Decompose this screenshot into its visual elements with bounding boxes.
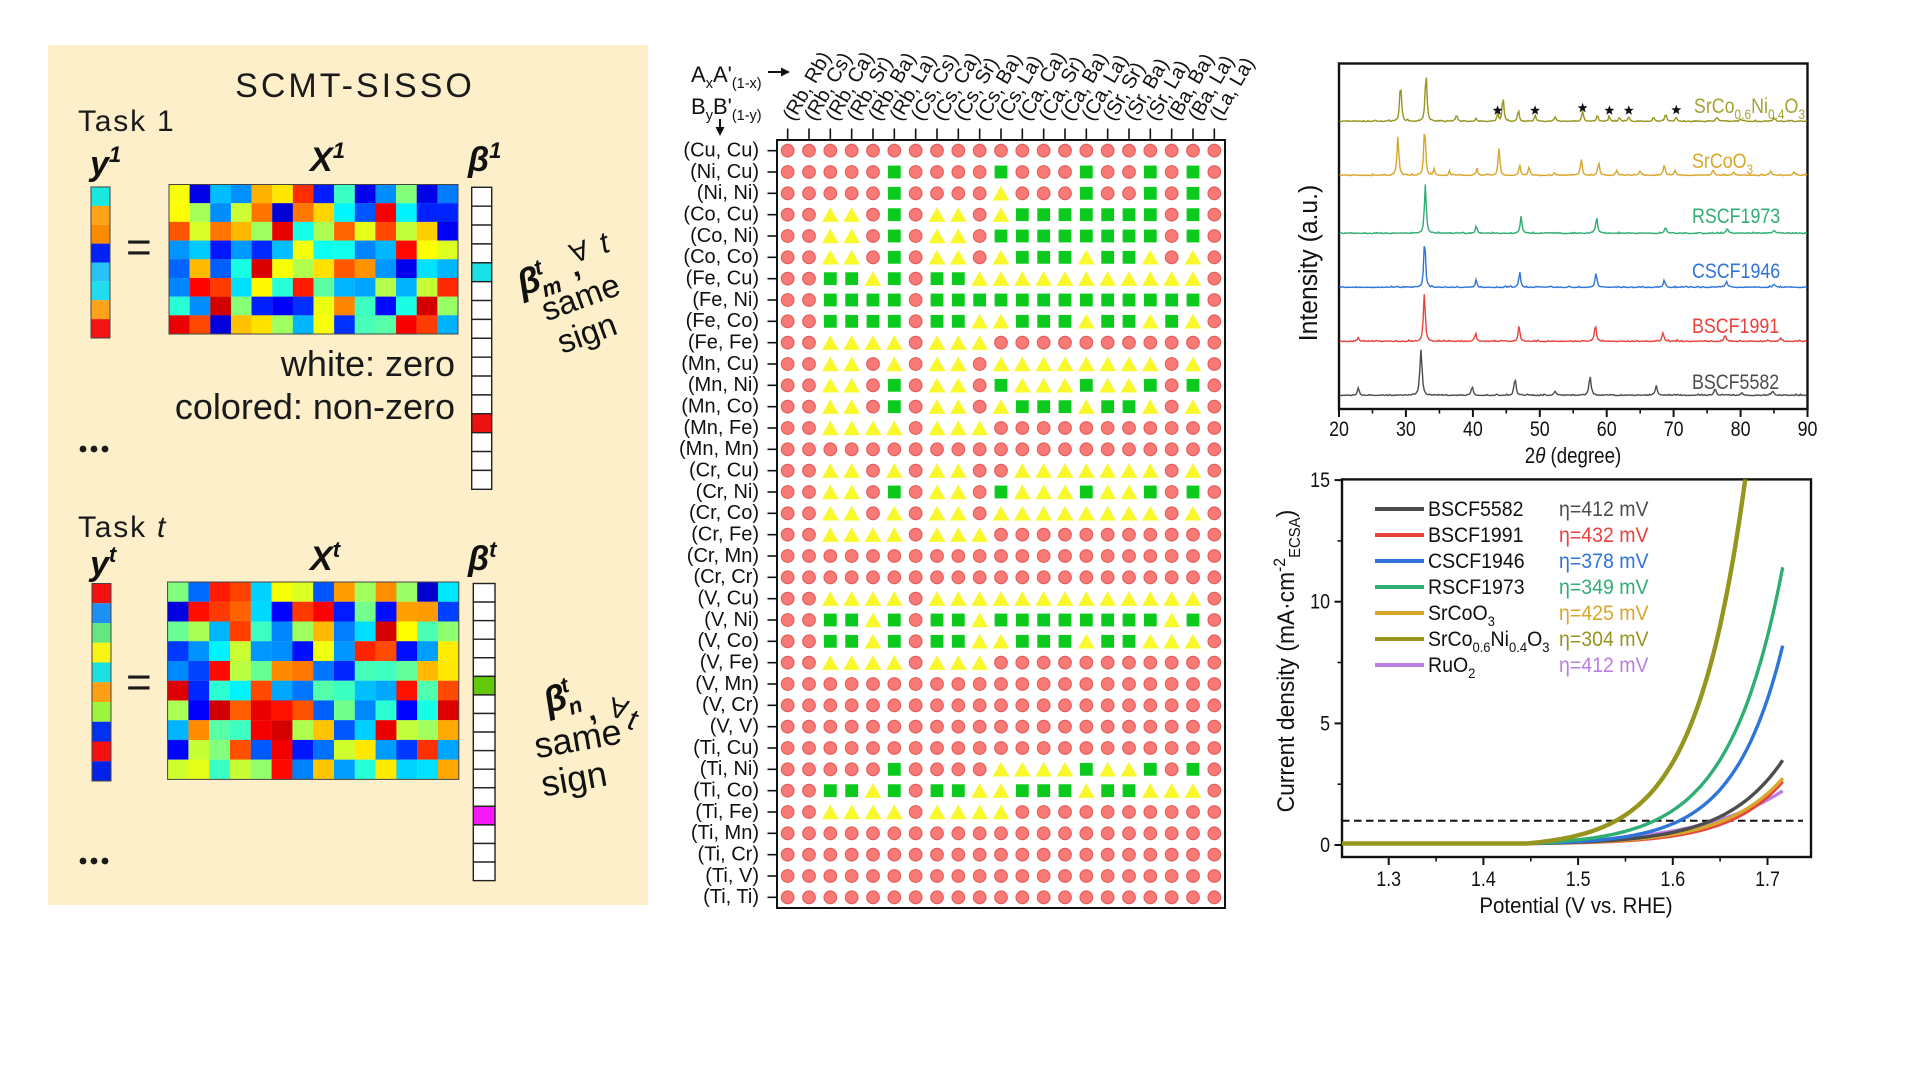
svg-text:(Mn, Mn): (Mn, Mn) [679, 438, 759, 460]
svg-text:white: zero: white: zero [280, 343, 455, 384]
svg-text:(Cr, Ni): (Cr, Ni) [696, 481, 759, 503]
svg-text:(Co, Co): (Co, Co) [683, 246, 759, 268]
svg-text:Potential (V vs. RHE): Potential (V vs. RHE) [1479, 893, 1672, 918]
svg-text:(Fe, Ni): (Fe, Ni) [692, 289, 759, 311]
svg-text:15: 15 [1310, 469, 1330, 493]
svg-text:colored: non-zero: colored: non-zero [175, 386, 455, 427]
svg-text:(Fe, Fe): (Fe, Fe) [688, 331, 759, 353]
svg-text:70: 70 [1664, 418, 1684, 442]
svg-text:40: 40 [1463, 418, 1483, 442]
svg-text:η=349 mV: η=349 mV [1559, 576, 1649, 599]
svg-text:80: 80 [1731, 418, 1751, 442]
svg-text:SCMT-SISSO: SCMT-SISSO [235, 67, 475, 105]
svg-text:SrCoO3: SrCoO3 [1428, 602, 1495, 629]
svg-text:RSCF1973: RSCF1973 [1692, 205, 1780, 229]
svg-text:(Cr, Fe): (Cr, Fe) [691, 523, 759, 545]
svg-text:(V, Cu): (V, Cu) [697, 587, 759, 609]
svg-text:η=412 mV: η=412 mV [1559, 654, 1649, 677]
svg-text:(Ti, Cu): (Ti, Cu) [693, 737, 759, 759]
svg-text:1.4: 1.4 [1471, 868, 1496, 892]
svg-text:(Fe, Co): (Fe, Co) [686, 310, 759, 332]
svg-text:Current density (mA·cm-2ECSA): Current density (mA·cm-2ECSA) [1271, 510, 1305, 813]
svg-text:(Ti, Mn): (Ti, Mn) [691, 822, 759, 844]
svg-text:(Mn, Cu): (Mn, Cu) [681, 353, 759, 375]
svg-text:(Cr, Mn): (Cr, Mn) [687, 545, 759, 567]
svg-text:(V, Mn): (V, Mn) [695, 673, 759, 695]
svg-text:(V, Fe): (V, Fe) [700, 651, 759, 673]
svg-text:=: = [126, 223, 152, 272]
svg-text:η=378 mV: η=378 mV [1559, 550, 1649, 573]
svg-text:Intensity (a.u.): Intensity (a.u.) [1294, 185, 1323, 341]
svg-text:1.7: 1.7 [1755, 868, 1780, 892]
svg-text:(Co, Cu): (Co, Cu) [683, 203, 759, 225]
svg-text:(Cr, Co): (Cr, Co) [689, 502, 759, 524]
svg-text:η=432 mV: η=432 mV [1559, 524, 1649, 547]
svg-text:(Mn, Ni): (Mn, Ni) [688, 374, 759, 396]
svg-text:(V, Ni): (V, Ni) [704, 609, 759, 631]
svg-text:BSCF1991: BSCF1991 [1692, 315, 1779, 339]
svg-text:(Ti, V): (Ti, V) [705, 865, 759, 887]
svg-text:1.3: 1.3 [1376, 868, 1401, 892]
svg-text:ByB'(1-y): ByB'(1-y) [691, 94, 762, 124]
svg-text:(V, Co): (V, Co) [697, 630, 759, 652]
svg-text:SrCoO3: SrCoO3 [1692, 150, 1753, 178]
svg-text:0: 0 [1320, 834, 1330, 858]
svg-text:Task t: Task t [78, 511, 167, 544]
svg-text:1.5: 1.5 [1566, 868, 1591, 892]
svg-text:(Ti, Fe): (Ti, Fe) [695, 801, 759, 823]
svg-text:(Ti, Ti): (Ti, Ti) [703, 886, 759, 908]
svg-text:RuO2: RuO2 [1428, 654, 1475, 681]
svg-text:60: 60 [1597, 418, 1617, 442]
svg-text:(Ni, Cu): (Ni, Cu) [690, 161, 759, 183]
svg-text:η=425 mV: η=425 mV [1559, 602, 1649, 625]
svg-text:CSCF1946: CSCF1946 [1428, 550, 1525, 573]
svg-text:=: = [126, 658, 152, 707]
svg-text:(Cr, Cu): (Cr, Cu) [689, 459, 759, 481]
svg-text:90: 90 [1798, 418, 1818, 442]
svg-text:X1: X1 [308, 138, 345, 179]
svg-text:(V, V): (V, V) [710, 715, 759, 737]
svg-text:RSCF1973: RSCF1973 [1428, 576, 1525, 599]
svg-text:30: 30 [1396, 418, 1416, 442]
svg-text:(Ti, Ni): (Ti, Ni) [700, 758, 759, 780]
svg-text:η=412 mV: η=412 mV [1559, 498, 1649, 521]
svg-text:BSCF1991: BSCF1991 [1428, 524, 1523, 547]
svg-text:AxA'(1-x): AxA'(1-x) [691, 62, 762, 92]
svg-text:(Mn, Fe): (Mn, Fe) [683, 417, 759, 439]
svg-text:(Ti, Co): (Ti, Co) [693, 779, 759, 801]
svg-text:(Fe, Cu): (Fe, Cu) [686, 267, 759, 289]
svg-text:10: 10 [1310, 590, 1330, 614]
svg-text:CSCF1946: CSCF1946 [1692, 260, 1780, 284]
svg-text:(Ni, Ni): (Ni, Ni) [697, 182, 759, 204]
svg-text:(Mn, Co): (Mn, Co) [681, 395, 759, 417]
svg-text:(Co, Ni): (Co, Ni) [690, 225, 759, 247]
svg-text:BSCF5582: BSCF5582 [1428, 498, 1523, 521]
svg-text:20: 20 [1329, 418, 1349, 442]
svg-text:(Cu, Cu): (Cu, Cu) [683, 139, 759, 161]
svg-text:(Ti, Cr): (Ti, Cr) [698, 843, 759, 865]
svg-text:η=304 mV: η=304 mV [1559, 628, 1649, 651]
svg-text:2θ (degree): 2θ (degree) [1525, 445, 1621, 469]
svg-text:(V, Cr): (V, Cr) [702, 694, 759, 716]
svg-text:5: 5 [1320, 712, 1330, 736]
svg-text:(Cr, Cr): (Cr, Cr) [693, 566, 759, 588]
svg-text:BSCF5582: BSCF5582 [1692, 371, 1779, 395]
svg-text:β1: β1 [467, 138, 501, 179]
svg-text:Task 1: Task 1 [78, 105, 176, 138]
svg-text:50: 50 [1530, 418, 1550, 442]
svg-text:1.6: 1.6 [1660, 868, 1685, 892]
